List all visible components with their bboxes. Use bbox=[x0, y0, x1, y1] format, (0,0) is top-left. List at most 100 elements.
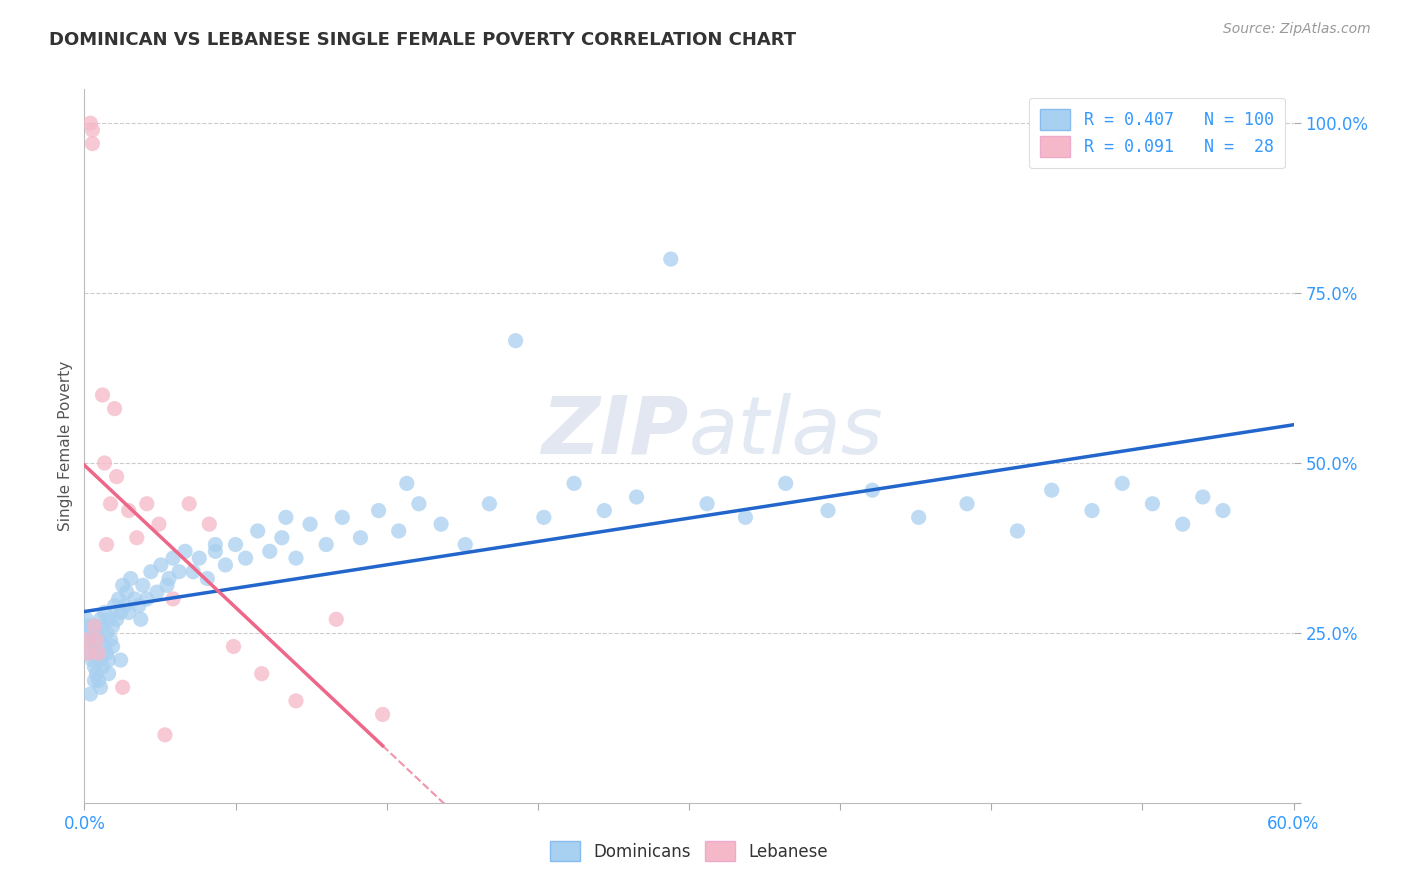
Point bbox=[1111, 476, 1133, 491]
Point bbox=[696, 497, 718, 511]
Point bbox=[82, 136, 104, 151]
Text: atlas: atlas bbox=[689, 392, 884, 471]
Point bbox=[204, 544, 226, 558]
Point bbox=[83, 673, 105, 688]
Point bbox=[87, 673, 110, 688]
Point bbox=[214, 558, 236, 572]
Point bbox=[86, 666, 108, 681]
Point bbox=[87, 632, 110, 647]
Point bbox=[860, 483, 883, 498]
Point bbox=[285, 694, 308, 708]
Point bbox=[235, 551, 257, 566]
Point bbox=[118, 606, 141, 620]
Point bbox=[129, 612, 152, 626]
Point bbox=[562, 476, 585, 491]
Point bbox=[79, 687, 101, 701]
Point bbox=[93, 606, 115, 620]
Point bbox=[225, 537, 247, 551]
Point bbox=[274, 510, 297, 524]
Point bbox=[270, 531, 292, 545]
Point bbox=[105, 612, 128, 626]
Point bbox=[505, 334, 527, 348]
Point bbox=[96, 626, 118, 640]
Point bbox=[97, 612, 120, 626]
Point bbox=[93, 640, 115, 654]
Point bbox=[114, 599, 136, 613]
Point bbox=[222, 640, 245, 654]
Text: Source: ZipAtlas.com: Source: ZipAtlas.com bbox=[1223, 22, 1371, 37]
Point bbox=[120, 572, 142, 586]
Point bbox=[149, 558, 172, 572]
Point bbox=[146, 585, 169, 599]
Point bbox=[77, 632, 100, 647]
Point bbox=[1192, 490, 1215, 504]
Point bbox=[77, 619, 100, 633]
Point bbox=[110, 606, 132, 620]
Point bbox=[775, 476, 797, 491]
Point bbox=[91, 619, 114, 633]
Point bbox=[105, 469, 128, 483]
Point bbox=[100, 632, 122, 647]
Point bbox=[148, 517, 170, 532]
Point bbox=[626, 490, 648, 504]
Point bbox=[1212, 503, 1234, 517]
Point bbox=[97, 666, 120, 681]
Point bbox=[82, 632, 104, 647]
Point bbox=[250, 666, 273, 681]
Point bbox=[82, 653, 104, 667]
Point bbox=[204, 537, 226, 551]
Point bbox=[83, 660, 105, 674]
Point bbox=[107, 591, 129, 606]
Point bbox=[111, 680, 134, 694]
Point bbox=[79, 626, 101, 640]
Point bbox=[89, 653, 111, 667]
Point bbox=[174, 544, 197, 558]
Point bbox=[533, 510, 555, 524]
Point bbox=[83, 619, 105, 633]
Point bbox=[83, 640, 105, 654]
Point bbox=[371, 707, 394, 722]
Point bbox=[124, 591, 146, 606]
Legend: Dominicans, Lebanese: Dominicans, Lebanese bbox=[538, 830, 839, 873]
Point bbox=[659, 252, 682, 266]
Point bbox=[153, 728, 176, 742]
Point bbox=[91, 388, 114, 402]
Point bbox=[1171, 517, 1194, 532]
Point bbox=[83, 619, 105, 633]
Point bbox=[349, 531, 371, 545]
Point bbox=[157, 572, 180, 586]
Point bbox=[299, 517, 322, 532]
Point bbox=[395, 476, 418, 491]
Point bbox=[285, 551, 308, 566]
Point bbox=[188, 551, 211, 566]
Point bbox=[101, 619, 124, 633]
Point bbox=[430, 517, 453, 532]
Point bbox=[104, 599, 127, 613]
Point bbox=[162, 591, 184, 606]
Point bbox=[104, 401, 127, 416]
Point bbox=[89, 612, 111, 626]
Point bbox=[956, 497, 979, 511]
Point bbox=[156, 578, 179, 592]
Point bbox=[179, 497, 201, 511]
Point bbox=[195, 572, 218, 586]
Point bbox=[907, 510, 929, 524]
Point bbox=[97, 653, 120, 667]
Point bbox=[115, 585, 138, 599]
Point bbox=[139, 565, 162, 579]
Point bbox=[388, 524, 411, 538]
Point bbox=[128, 599, 150, 613]
Point bbox=[79, 646, 101, 660]
Point bbox=[89, 680, 111, 694]
Point bbox=[79, 116, 101, 130]
Point bbox=[77, 646, 100, 660]
Point bbox=[93, 456, 115, 470]
Point bbox=[125, 531, 148, 545]
Point bbox=[1081, 503, 1104, 517]
Point bbox=[1040, 483, 1063, 498]
Point bbox=[82, 123, 104, 137]
Point bbox=[87, 646, 110, 660]
Y-axis label: Single Female Poverty: Single Female Poverty bbox=[58, 361, 73, 531]
Point bbox=[96, 646, 118, 660]
Point bbox=[454, 537, 477, 551]
